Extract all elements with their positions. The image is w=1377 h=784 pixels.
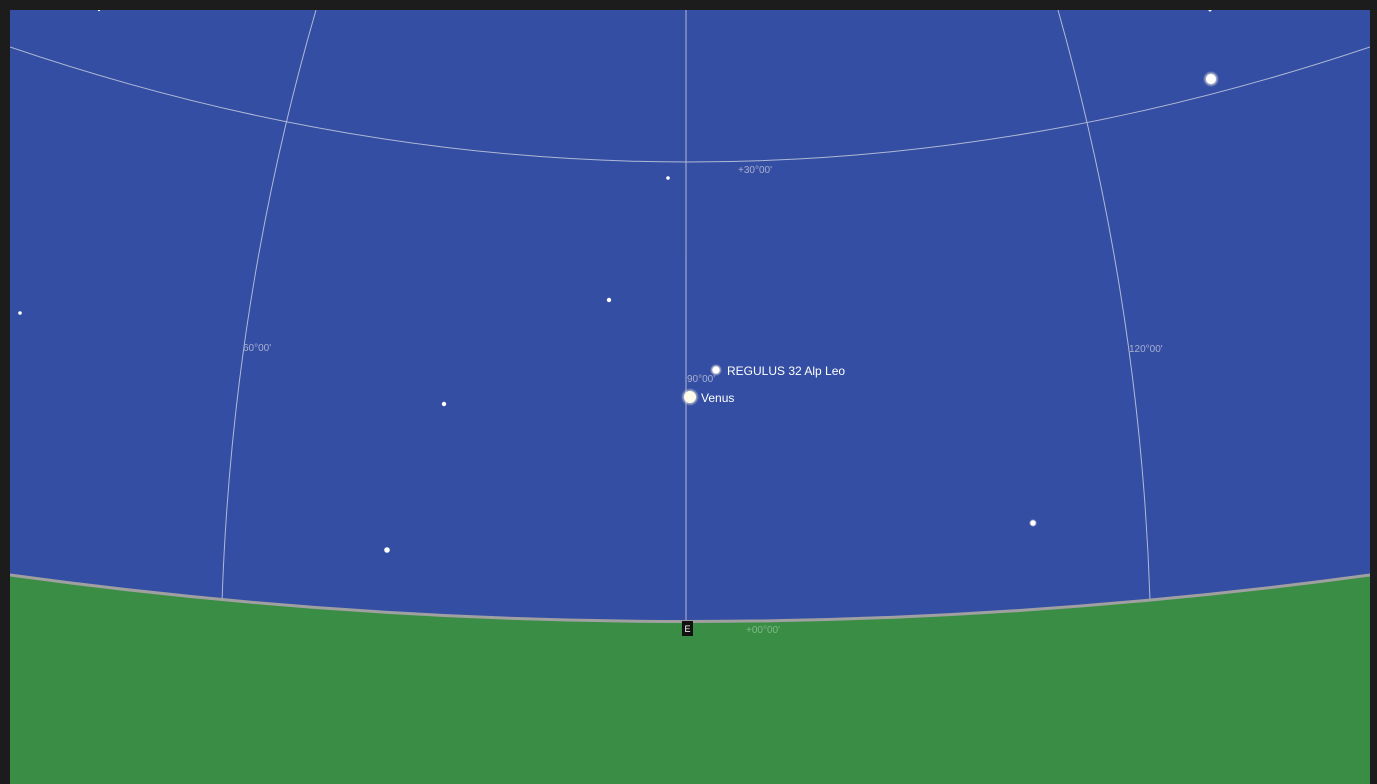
compass-marker-box	[682, 621, 693, 636]
ground	[10, 575, 1370, 784]
venus-object[interactable]: Venus	[681, 388, 734, 406]
planet-icon	[684, 391, 696, 403]
field-stars	[18, 9, 1219, 553]
compass-east-marker[interactable]: E	[682, 621, 693, 636]
azimuth-label-90: 90°00'	[687, 374, 715, 385]
azimuth-line-120	[1057, 10, 1151, 601]
star-icon	[712, 366, 720, 374]
star[interactable]	[441, 401, 447, 407]
star[interactable]	[1206, 74, 1216, 84]
coordinate-grid	[10, 10, 1370, 622]
altitude-label-30: +30°00'	[738, 165, 772, 176]
star[interactable]	[384, 547, 390, 553]
star[interactable]	[606, 297, 612, 303]
azimuth-label-60: 60°00'	[243, 343, 271, 354]
azimuth-label-120: 120°00'	[1129, 344, 1163, 355]
star[interactable]	[18, 311, 22, 315]
compass-east-label: E	[684, 624, 690, 634]
venus-label: Venus	[701, 391, 734, 405]
star[interactable]	[97, 9, 101, 12]
star[interactable]	[1208, 9, 1212, 12]
regulus-label: REGULUS 32 Alp Leo	[727, 364, 845, 378]
regulus-object[interactable]: REGULUS 32 Alp Leo	[710, 364, 845, 378]
altitude-label-0: +00°00'	[746, 625, 780, 636]
azimuth-line-60	[221, 10, 317, 603]
star[interactable]	[1030, 520, 1036, 526]
altitude-line-30	[10, 46, 1370, 163]
star[interactable]	[666, 176, 670, 180]
